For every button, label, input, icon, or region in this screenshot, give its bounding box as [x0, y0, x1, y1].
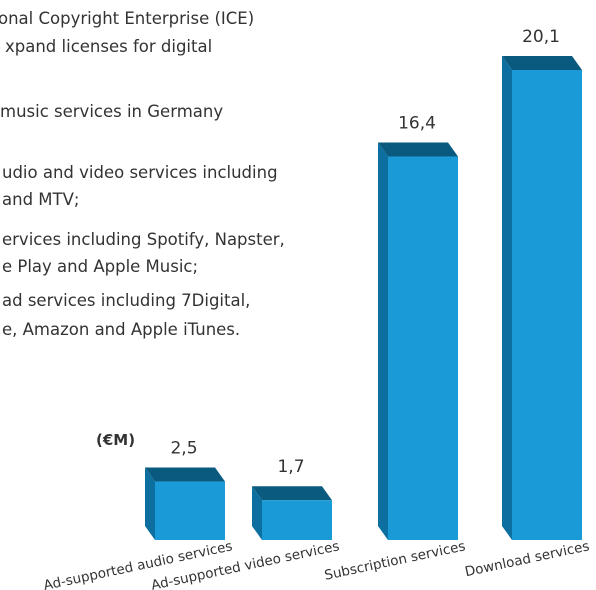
annotation: and MTV; [2, 190, 79, 209]
annotation: onal Copyright Enterprise (ICE) [0, 9, 254, 28]
value-label: 16,4 [398, 114, 436, 134]
bar-side [145, 467, 155, 540]
annotation: music services in Germany [0, 102, 223, 121]
annotation: e, Amazon and Apple iTunes. [2, 320, 240, 339]
annotation: e Play and Apple Music; [2, 257, 198, 276]
annotation: xpand licenses for digital [5, 37, 212, 56]
unit-label: (€M) [96, 431, 135, 449]
bar-top [378, 142, 458, 157]
x-tick-label: Subscription services [323, 538, 467, 584]
annotation: ervices including Spotify, Napster, [2, 230, 285, 249]
value-label: 20,1 [522, 27, 560, 47]
value-label: 2,5 [170, 439, 197, 459]
bar [512, 70, 582, 540]
bar [155, 481, 225, 540]
annotation: udio and video services including [2, 163, 278, 182]
x-tick-label: Download services [463, 538, 590, 580]
value-label: 1,7 [277, 457, 304, 477]
bar-side [378, 142, 388, 541]
bar-top [145, 467, 225, 482]
bar-top [502, 56, 582, 70]
bar [262, 500, 332, 540]
bar-side [252, 486, 262, 540]
bar-top [252, 486, 332, 501]
bar-side [502, 56, 512, 540]
bar [388, 156, 458, 541]
annotation: ad services including 7Digital, [2, 291, 250, 310]
